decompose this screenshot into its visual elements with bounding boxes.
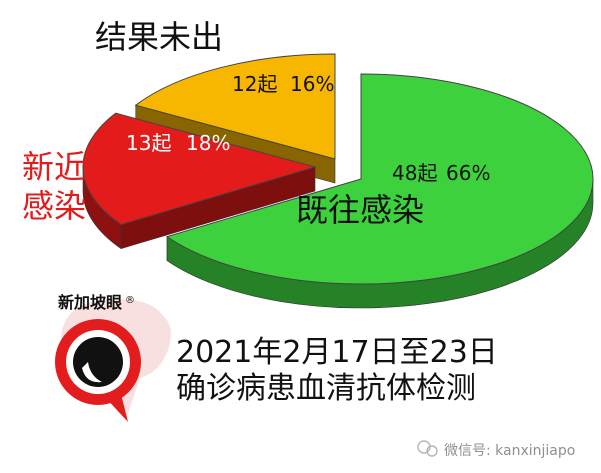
label-past: 既往感染 (296, 191, 424, 229)
wechat-watermark: 微信号: kanxinjiapo (417, 440, 575, 459)
watermark-text: 微信号: kanxinjiapo (444, 443, 575, 459)
logo-pointer (104, 390, 128, 422)
data-label-pending: 12起 (232, 72, 277, 96)
logo-registered-mark: ® (125, 295, 135, 306)
data-label-pending-pct: 16% (290, 72, 334, 96)
slice-pending (134, 53, 336, 160)
label-recent-line2: 感染 (22, 187, 86, 225)
caption-line1: 2021年2月17日至23日 (176, 335, 498, 370)
label-recent-line1: 新近 (22, 148, 86, 186)
wechat-icon-front (426, 445, 438, 457)
caption-line2: 确诊病患血清抗体检测 (176, 371, 476, 406)
data-label-recent: 13起 (126, 131, 171, 155)
slices-layer (82, 53, 594, 309)
slice-recent-infection (82, 112, 317, 226)
data-label-past: 48起 (392, 161, 437, 185)
brand-logo: 新加坡眼 ® (55, 293, 171, 422)
logo-pupil (73, 337, 123, 387)
slice-past-infection (165, 73, 594, 285)
label-pending: 结果未出 (95, 18, 223, 56)
logo-text: 新加坡眼 (58, 293, 122, 312)
data-label-past-pct: 66% (446, 161, 490, 185)
data-label-recent-pct: 18% (186, 131, 230, 155)
logo-highlight (82, 362, 102, 383)
